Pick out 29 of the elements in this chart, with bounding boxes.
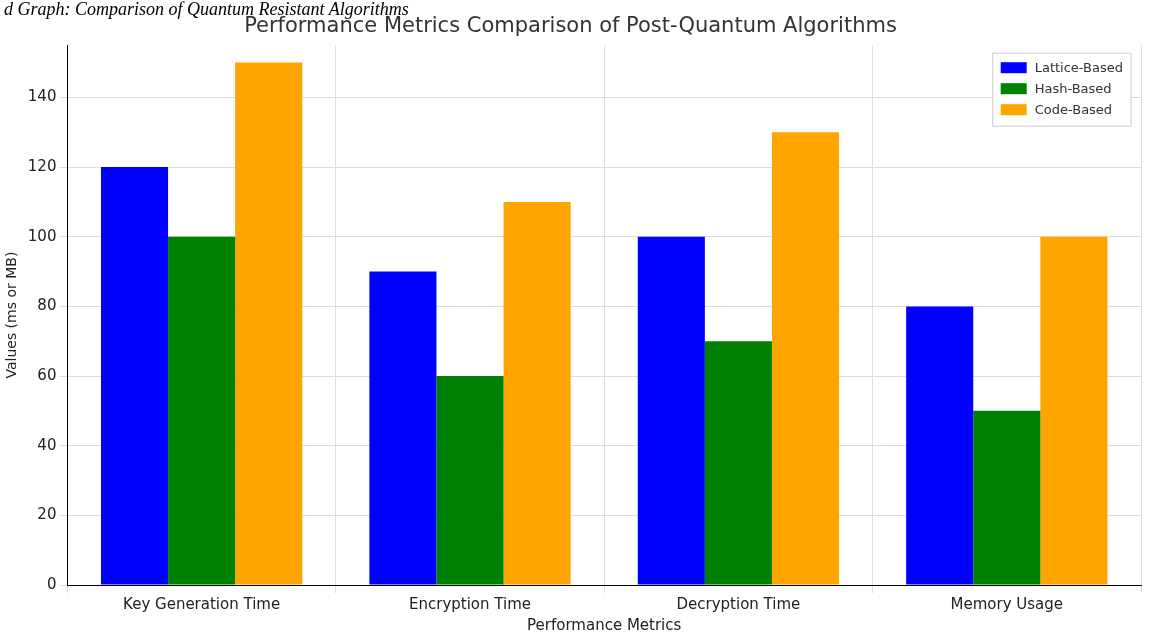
y-axis-title: Values (ms or MB)	[3, 251, 20, 379]
bar	[973, 410, 1041, 585]
y-tick-label: 0	[46, 574, 57, 593]
legend-label: Lattice-Based	[1034, 59, 1123, 75]
x-axis-title: Performance Metrics	[527, 615, 682, 634]
bar	[637, 236, 705, 585]
y-tick-label: 80	[37, 296, 57, 315]
x-tick-label: Encryption Time	[409, 594, 532, 613]
x-tick-label: Decryption Time	[676, 594, 801, 613]
bar	[100, 167, 169, 585]
y-tick-label: 60	[37, 365, 57, 384]
bar	[503, 201, 571, 585]
y-tick-label: 120	[27, 156, 57, 175]
y-tick-label: 100	[27, 226, 57, 245]
bar	[704, 341, 772, 585]
y-tick-label: 140	[27, 87, 57, 106]
legend-label: Code-Based	[1034, 101, 1113, 117]
legend-label: Hash-Based	[1034, 80, 1112, 96]
x-tick-label: Key Generation Time	[123, 594, 281, 613]
bar	[168, 236, 236, 585]
bar	[235, 62, 303, 585]
bar	[436, 376, 504, 585]
bar	[369, 271, 437, 585]
y-tick-label: 40	[37, 435, 57, 454]
bar	[906, 306, 974, 585]
bar	[1040, 236, 1108, 585]
bar	[771, 132, 840, 585]
x-tick-label: Memory Usage	[950, 594, 1064, 613]
y-tick-label: 20	[37, 505, 57, 524]
